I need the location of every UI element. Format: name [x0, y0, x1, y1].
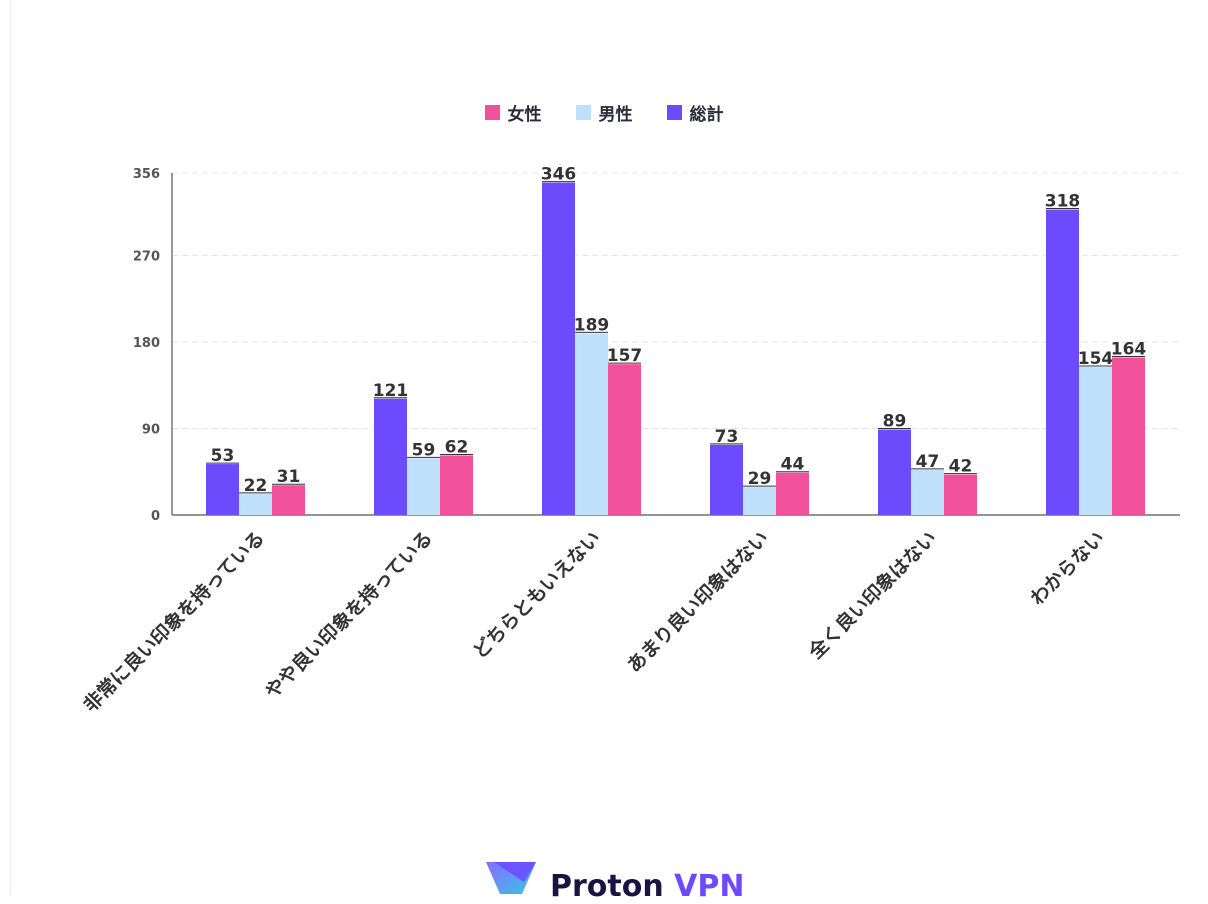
bar-value-label: 59: [412, 440, 436, 460]
logo-product: VPN: [674, 869, 745, 904]
bar-value-label: 164: [1111, 339, 1147, 359]
bar: [911, 469, 944, 515]
x-category-label: わからない: [1026, 527, 1109, 610]
bar: [440, 455, 473, 515]
bar-value-label: 29: [748, 469, 772, 489]
x-category-label: あまり良い印象はない: [622, 526, 773, 677]
legend-item-male: 男性: [575, 100, 633, 125]
x-category-label: どちらともいえない: [469, 527, 605, 663]
bar-value-label: 22: [244, 476, 268, 496]
proton-shield-icon: [486, 862, 536, 894]
bar: [710, 444, 743, 515]
bar-value-label: 157: [607, 346, 643, 366]
bar: [407, 458, 440, 515]
legend-swatch-female: [484, 105, 500, 120]
bar: [944, 474, 977, 515]
bar: [575, 333, 608, 515]
y-tick-label: 180: [133, 336, 160, 351]
bar: [206, 464, 239, 515]
bar: [776, 472, 809, 515]
legend-item-total: 総計: [666, 100, 724, 125]
bar-value-label: 44: [781, 455, 805, 475]
chart-legend: 女性 男性 総計: [0, 100, 1208, 125]
bar: [239, 493, 272, 515]
bar-value-label: 189: [574, 315, 610, 335]
bar-value-label: 154: [1078, 349, 1114, 369]
bar: [542, 182, 575, 515]
legend-item-female: 女性: [484, 100, 542, 125]
bar-value-label: 346: [541, 165, 577, 185]
bar: [743, 487, 776, 515]
legend-label-male: 男性: [598, 105, 633, 125]
bar-value-label: 89: [883, 412, 907, 432]
logo-brand: Proton: [550, 869, 664, 904]
y-tick-label: 270: [133, 250, 160, 265]
x-category-label: やや良い印象を持っている: [260, 526, 437, 703]
bar-value-label: 42: [949, 457, 973, 477]
x-category-label: 非常に良い印象を持っている: [79, 526, 269, 716]
bar-value-label: 31: [277, 467, 301, 487]
bar: [272, 485, 305, 515]
bar-value-label: 318: [1045, 192, 1081, 212]
bar: [1112, 357, 1145, 515]
legend-label-total: 総計: [689, 105, 724, 125]
bar-value-label: 73: [715, 427, 739, 447]
bar-value-label: 62: [445, 437, 469, 457]
bar-value-label: 53: [211, 446, 235, 466]
legend-label-female: 女性: [507, 105, 542, 125]
bar-value-label: 121: [373, 381, 409, 401]
logo-text: Proton VPN: [550, 872, 744, 902]
bar: [878, 429, 911, 515]
bar: [374, 398, 407, 515]
y-tick-label: 0: [151, 509, 160, 524]
y-tick-label: 90: [142, 423, 160, 438]
bar: [1046, 209, 1079, 515]
bar: [608, 364, 641, 515]
page-frame: [10, 0, 1208, 895]
y-tick-label: 356: [133, 167, 160, 182]
bar: [1079, 367, 1112, 515]
x-category-label: 全く良い印象はない: [803, 526, 941, 664]
bar-value-label: 47: [916, 452, 940, 472]
legend-swatch-male: [575, 105, 591, 120]
legend-swatch-total: [666, 105, 682, 120]
proton-vpn-logo: Proton VPN: [484, 860, 744, 902]
